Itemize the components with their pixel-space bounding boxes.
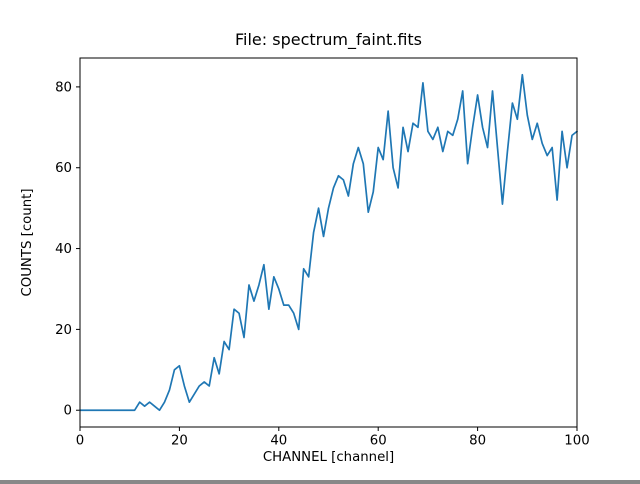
y-tick-label: 80	[55, 80, 72, 95]
x-tick-label: 0	[76, 434, 84, 449]
spectrum-line	[79, 73, 578, 412]
x-tick-label: 40	[270, 434, 287, 449]
x-tick-label: 60	[370, 434, 387, 449]
y-tick-label: 20	[55, 323, 72, 338]
x-tick-label: 80	[469, 434, 486, 449]
x-tick-label: 20	[171, 434, 188, 449]
x-tick-label: 100	[564, 434, 589, 449]
plot-border	[79, 57, 578, 428]
x-axis-label: CHANNEL [channel]	[263, 450, 394, 465]
y-tick-label: 60	[55, 161, 72, 176]
axis-ticks: 0 20 40 60 80 100 0 20 40 60 80	[55, 80, 590, 448]
chart-title: File: spectrum_faint.fits	[235, 30, 422, 50]
y-tick-label: 40	[55, 242, 72, 257]
y-axis-label: COUNTS [count]	[20, 188, 35, 296]
y-tick-label: 0	[64, 404, 72, 419]
